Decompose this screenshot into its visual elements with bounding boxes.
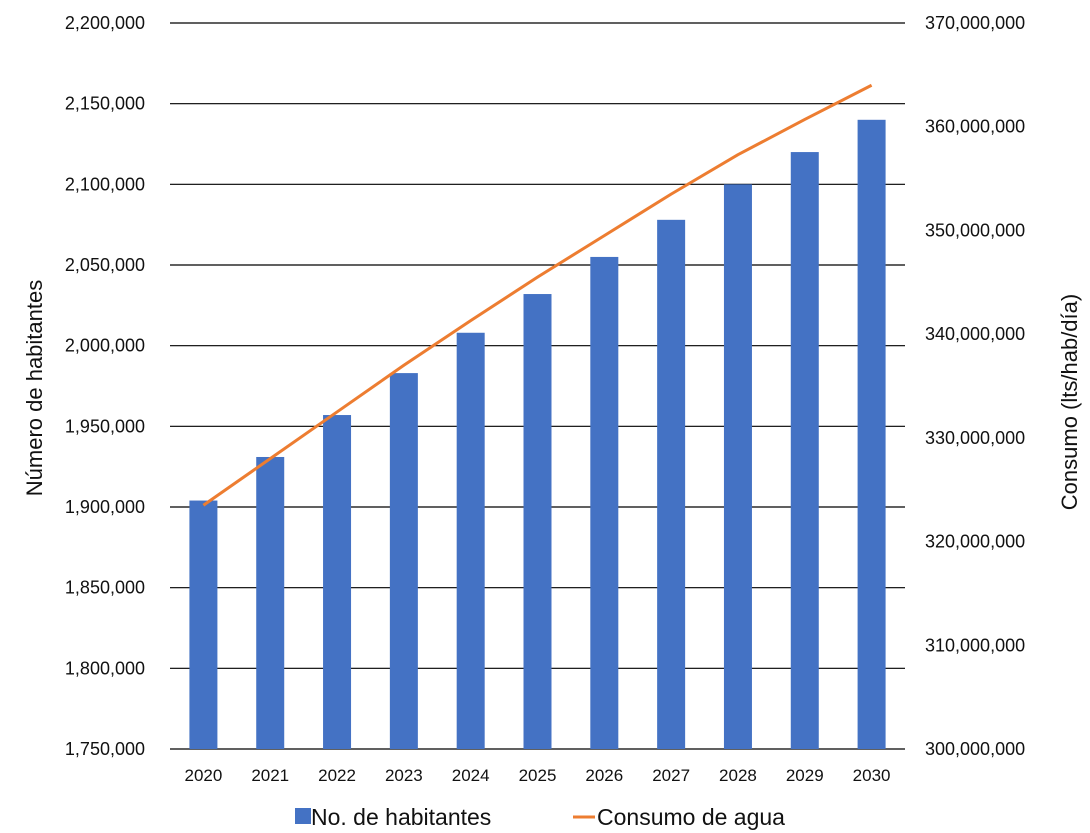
bar-2030 [857, 119, 886, 750]
x-tick-label: 2021 [251, 766, 289, 785]
right-tick-label: 300,000,000 [925, 739, 1025, 759]
right-tick-label: 350,000,000 [925, 220, 1025, 240]
line-series [202, 83, 873, 507]
bar-2026 [590, 256, 619, 749]
x-tick-label: 2025 [519, 766, 557, 785]
legend-label-line: Consumo de agua [597, 804, 785, 830]
right-tick-label: 310,000,000 [925, 635, 1025, 655]
x-tick-label: 2027 [652, 766, 690, 785]
x-tick-label: 2024 [452, 766, 490, 785]
left-tick-label: 2,050,000 [65, 255, 145, 275]
bar-2025 [523, 294, 552, 749]
left-axis-title: Número de habitantes [22, 280, 47, 496]
legend-label-bar: No. de habitantes [311, 804, 491, 830]
x-tick-label: 2028 [719, 766, 757, 785]
legend: No. de habitantes Consumo de agua [295, 804, 785, 830]
left-tick-label: 1,950,000 [65, 416, 145, 436]
x-tick-label: 2026 [585, 766, 623, 785]
bar-series [189, 119, 886, 750]
right-tick-label: 340,000,000 [925, 324, 1025, 344]
x-tick-label: 2029 [786, 766, 824, 785]
right-tick-label: 320,000,000 [925, 532, 1025, 552]
left-tick-label: 2,100,000 [65, 174, 145, 194]
bar-2022 [323, 415, 352, 749]
bar-2029 [790, 152, 819, 750]
left-tick-label: 1,800,000 [65, 658, 145, 678]
x-tick-label: 2030 [853, 766, 891, 785]
right-axis-ticks: 300,000,000 310,000,000 320,000,000 330,000… [925, 13, 1025, 759]
right-tick-label: 360,000,000 [925, 117, 1025, 137]
right-tick-label: 370,000,000 [925, 13, 1025, 33]
x-tick-label: 2023 [385, 766, 423, 785]
right-axis-title: Consumo (lts/hab/día) [1057, 294, 1082, 510]
bar-2024 [456, 332, 485, 749]
bar-2020 [189, 500, 218, 749]
left-axis-ticks: 1,750,000 1,800,000 1,850,000 1,900,000 1,95… [65, 13, 145, 759]
bar-2023 [389, 373, 418, 749]
left-tick-label: 2,000,000 [65, 336, 145, 356]
right-tick-label: 330,000,000 [925, 428, 1025, 448]
x-axis-ticks: 2020 2021 2022 2023 2024 2025 2026 2027 2028 2029… [184, 766, 890, 785]
x-tick-label: 2020 [184, 766, 222, 785]
bar-2028 [723, 184, 752, 750]
left-tick-label: 1,900,000 [65, 497, 145, 517]
left-tick-label: 1,750,000 [65, 739, 145, 759]
x-tick-label: 2022 [318, 766, 356, 785]
bar-2027 [657, 219, 686, 749]
left-tick-label: 2,150,000 [65, 94, 145, 114]
left-tick-label: 1,850,000 [65, 578, 145, 598]
left-tick-label: 2,200,000 [65, 13, 145, 33]
legend-swatch-bar [295, 808, 311, 824]
bar-2021 [256, 456, 285, 749]
